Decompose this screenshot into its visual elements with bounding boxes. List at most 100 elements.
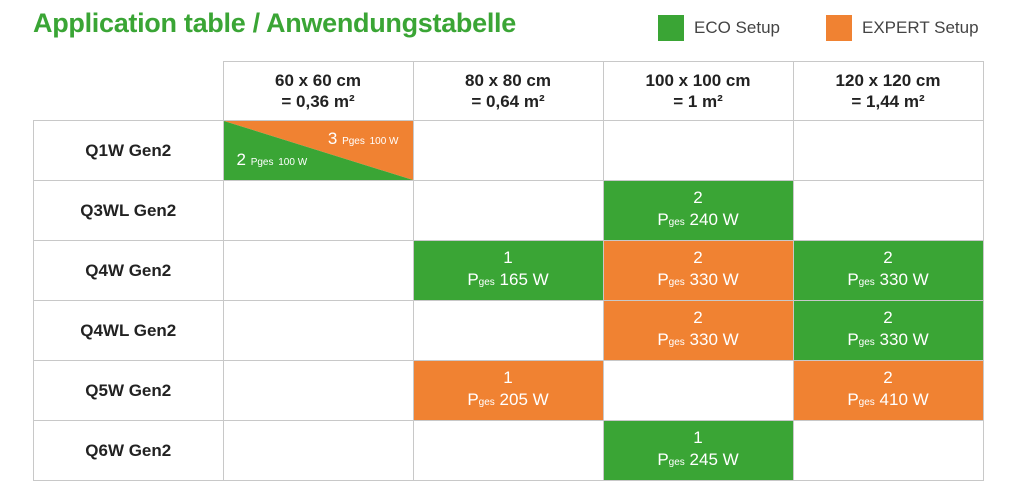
- split-eco-label: 2 Pges 100 W: [237, 149, 308, 174]
- legend-eco: ECO Setup: [658, 15, 780, 41]
- row-label: Q5W Gen2: [33, 360, 224, 421]
- power-value: 205 W: [499, 390, 549, 409]
- power-symbol: P: [657, 210, 669, 229]
- table-row: Q4WL Gen2 2 Pges 330 W 2 Pges 330 W: [33, 300, 984, 361]
- power-subscript: ges: [858, 277, 875, 288]
- device-count: 2: [236, 150, 246, 169]
- device-count: 1: [503, 368, 513, 387]
- device-count: 2: [883, 308, 893, 327]
- power-subscript: ges: [668, 457, 685, 468]
- power-symbol: P: [657, 270, 669, 289]
- column-header: 80 x 80 cm = 0,64 m²: [412, 61, 604, 121]
- device-count: 2: [693, 308, 703, 327]
- row-label: Q1W Gen2: [33, 120, 224, 181]
- row-label: Q4W Gen2: [33, 240, 224, 301]
- legend-eco-label: ECO Setup: [694, 18, 780, 37]
- power-value: 410 W: [879, 390, 929, 409]
- total-power: Pges 330 W: [794, 269, 983, 294]
- legend-expert-swatch: [826, 15, 852, 41]
- device-count: 2: [693, 188, 703, 207]
- power-subscript: ges: [668, 337, 685, 348]
- power-value: 100 W: [369, 136, 399, 147]
- legend-eco-swatch: [658, 15, 684, 41]
- column-header-area: = 0,64 m²: [471, 92, 545, 111]
- power-subscript: ges: [668, 217, 685, 228]
- column-header-size: 100 x 100 cm: [645, 71, 751, 90]
- column-header-size: 120 x 120 cm: [835, 71, 941, 90]
- power-symbol: P: [657, 450, 669, 469]
- split-cell: 3 Pges 100 W 2 Pges 100 W: [222, 120, 414, 181]
- power-symbol: P: [467, 390, 479, 409]
- empty-cell: [222, 300, 414, 361]
- power-symbol: P: [847, 330, 859, 349]
- power-symbol: P: [847, 270, 859, 289]
- power-symbol: P: [342, 136, 349, 147]
- empty-cell: [792, 180, 984, 241]
- column-header-size: 80 x 80 cm: [464, 71, 551, 90]
- empty-cell: [792, 420, 984, 481]
- eco-triangle: [223, 121, 413, 180]
- total-power: Pges 330 W: [794, 329, 983, 354]
- empty-cell: [602, 360, 794, 421]
- legend-expert-label: EXPERT Setup: [862, 18, 979, 37]
- expert-cell: 1 Pges 205 W: [412, 360, 604, 421]
- page-title: Application table / Anwendungstabelle: [33, 8, 516, 38]
- table-row: Q4W Gen2 1 Pges 165 W 2 Pges 330 W 2 Pges 330 …: [33, 240, 984, 301]
- empty-cell: [412, 300, 604, 361]
- total-power: Pges 240 W: [604, 209, 793, 234]
- eco-cell: 2 Pges 330 W: [792, 300, 984, 361]
- power-value: 330 W: [879, 330, 929, 349]
- eco-cell: 2 Pges 240 W: [602, 180, 794, 241]
- total-power: Pges 205 W: [414, 389, 603, 414]
- power-symbol: P: [657, 330, 669, 349]
- legend-expert: EXPERT Setup: [826, 15, 979, 41]
- split-diagonal: [223, 121, 413, 180]
- total-power: Pges 410 W: [794, 389, 983, 414]
- table-row: Q6W Gen2 1 Pges 245 W: [33, 420, 984, 481]
- power-subscript: ges: [257, 157, 274, 168]
- power-symbol: P: [847, 390, 859, 409]
- header-corner: [33, 61, 224, 121]
- table-row: Q5W Gen2 1 Pges 205 W 2 Pges 410 W: [33, 360, 984, 421]
- column-header: 100 x 100 cm = 1 m²: [602, 61, 794, 121]
- power-value: 240 W: [689, 210, 739, 229]
- empty-cell: [412, 120, 604, 181]
- row-label: Q4WL Gen2: [33, 300, 224, 361]
- eco-cell: 2 Pges 330 W: [792, 240, 984, 301]
- device-count: 3: [327, 129, 338, 148]
- power-value: 330 W: [879, 270, 929, 289]
- device-count: 2: [883, 248, 893, 267]
- power-value: 165 W: [499, 270, 549, 289]
- power-subscript: ges: [478, 397, 495, 408]
- device-count: 1: [503, 248, 513, 267]
- total-power: Pges 245 W: [604, 449, 793, 474]
- power-value: 330 W: [689, 330, 739, 349]
- eco-cell: 1 Pges 245 W: [602, 420, 794, 481]
- column-header-area: = 0,36 m²: [281, 92, 355, 111]
- column-header-size: 60 x 60 cm: [274, 71, 361, 90]
- table-row: Q3WL Gen2 2 Pges 240 W: [33, 180, 984, 241]
- row-label: Q6W Gen2: [33, 420, 224, 481]
- power-value: 245 W: [689, 450, 739, 469]
- empty-cell: [412, 420, 604, 481]
- power-symbol: P: [467, 270, 479, 289]
- total-power: Pges 330 W: [604, 329, 793, 354]
- device-count: 1: [693, 428, 703, 447]
- power-subscript: ges: [348, 136, 365, 147]
- empty-cell: [602, 120, 794, 181]
- column-header-area: = 1 m²: [673, 92, 723, 111]
- power-subscript: ges: [858, 337, 875, 348]
- power-subscript: ges: [858, 397, 875, 408]
- device-count: 2: [693, 248, 703, 267]
- total-power: Pges 165 W: [414, 269, 603, 294]
- table-row: Q1W Gen2 3 Pges 100 W 2 Pges 100 W: [33, 120, 984, 181]
- empty-cell: [222, 180, 414, 241]
- column-header-area: = 1,44 m²: [851, 92, 925, 111]
- device-count: 2: [883, 368, 893, 387]
- expert-cell: 2 Pges 410 W: [792, 360, 984, 421]
- power-value: 330 W: [689, 270, 739, 289]
- expert-cell: 2 Pges 330 W: [602, 300, 794, 361]
- empty-cell: [412, 180, 604, 241]
- power-subscript: ges: [668, 277, 685, 288]
